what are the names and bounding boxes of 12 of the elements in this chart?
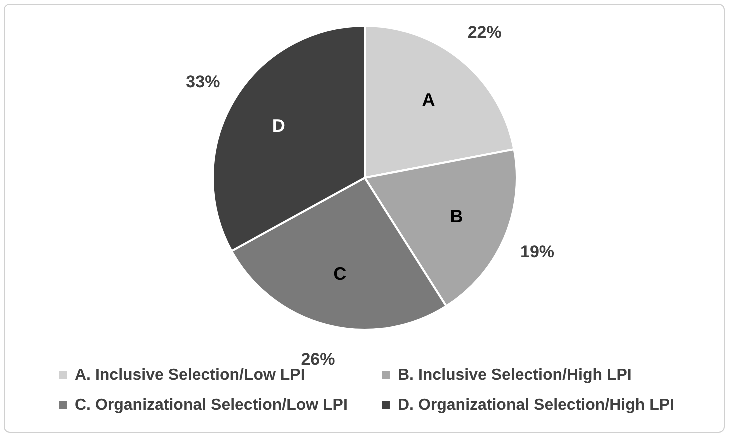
text: B <box>450 206 464 227</box>
data-label: 22% <box>468 23 502 42</box>
legend-label: A. Inclusive Selection/Low LPI <box>75 367 306 384</box>
text: A <box>422 90 436 110</box>
data-label: 33% <box>186 72 220 92</box>
text: C <box>334 264 347 284</box>
legend-label: B. Inclusive Selection/High LPI <box>398 367 632 384</box>
legend-label: D. Organizational Selection/High LPI <box>398 397 674 414</box>
data-label: 26% <box>301 350 336 370</box>
text: D <box>272 116 286 136</box>
legend-label: C. Organizational Selection/Low LPI <box>75 397 348 414</box>
data-label: 19% <box>520 242 555 262</box>
